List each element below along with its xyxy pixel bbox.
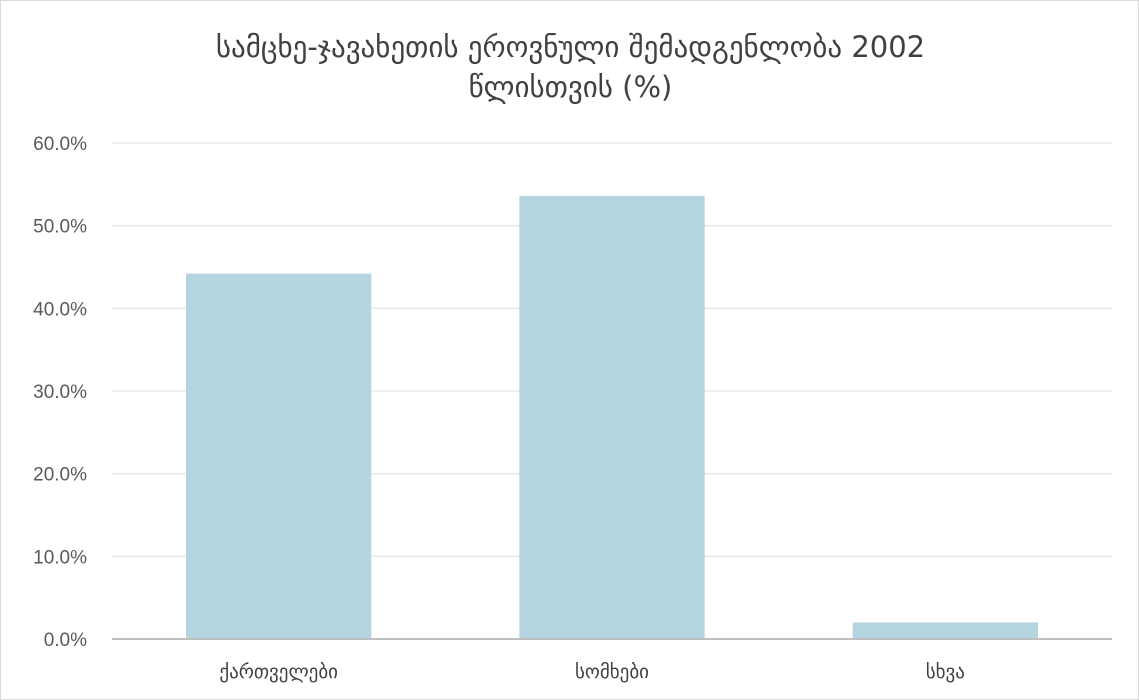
x-category-label: სომხები xyxy=(575,661,649,683)
chart-title: სამცხე-ჯავახეთის ეროვნული შემადგენლობა 2… xyxy=(1,27,1139,107)
bars xyxy=(186,195,1038,639)
chart-title-line-1: სამცხე-ჯავახეთის ეროვნული შემადგენლობა 2… xyxy=(215,30,926,64)
y-tick-label: 40.0% xyxy=(33,299,87,320)
y-tick-label: 30.0% xyxy=(33,382,87,403)
y-tick-label: 10.0% xyxy=(33,547,87,568)
y-tick-label: 20.0% xyxy=(33,465,87,486)
y-tick-label: 60.0% xyxy=(33,134,87,155)
bar xyxy=(519,195,705,639)
x-category-label: ქართველები xyxy=(219,661,338,683)
axes: 0.0% 10.0% 20.0% 30.0% 40.0% 50.0% 60.0% ქართვე… xyxy=(33,134,1112,683)
y-tick-label: 50.0% xyxy=(33,217,87,238)
x-category-label: სხვა xyxy=(926,661,965,683)
chart-title-line-2: წლისთვის (%) xyxy=(468,70,673,104)
y-tick-label: 0.0% xyxy=(44,630,87,651)
bar xyxy=(186,273,372,639)
bar xyxy=(852,622,1038,639)
